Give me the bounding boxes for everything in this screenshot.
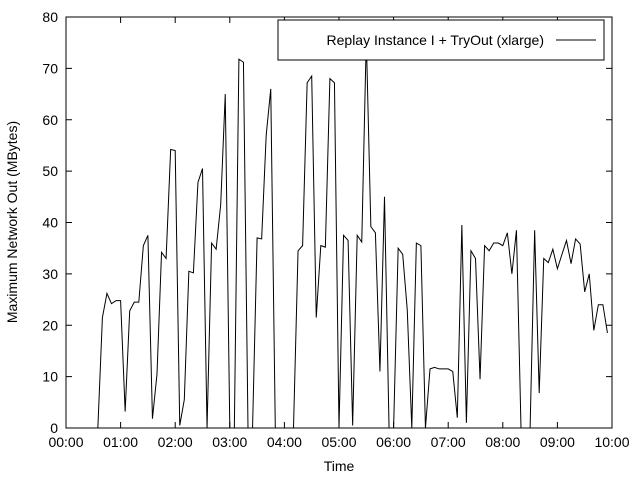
y-tick-label: 60 [42,112,58,128]
y-tick-label: 80 [42,9,58,25]
y-tick-label: 30 [42,266,58,282]
y-tick-label: 0 [50,420,58,436]
x-tick-label: 01:00 [103,434,138,450]
plot-frame [65,16,613,429]
y-tick-label: 70 [42,60,58,76]
x-tick-label: 04:00 [267,434,302,450]
x-tick-label: 09:00 [540,434,575,450]
legend-box [277,19,605,61]
y-tick-label: 50 [42,163,58,179]
y-axis: 0 10 20 30 40 50 60 70 80 [42,9,612,436]
x-axis-title: Time [324,458,355,474]
x-axis: 00:00 01:00 02:00 03:00 04:00 05:00 06:00 07:00… [48,17,630,450]
legend-label: Replay Instance I + TryOut (xlarge) [327,32,544,48]
x-tick-label: 05:00 [321,434,356,450]
x-tick-label: 08:00 [485,434,520,450]
x-tick-label: 03:00 [212,434,247,450]
series-line [97,37,608,429]
legend: Replay Instance I + TryOut (xlarge) [277,19,605,61]
y-tick-label: 10 [42,369,58,385]
x-tick-label: 00:00 [48,434,83,450]
x-tick-label: 10:00 [594,434,629,450]
x-tick-label: 07:00 [431,434,466,450]
y-axis-title: Maximum Network Out (MBytes) [4,121,20,323]
y-tick-label: 20 [42,317,58,333]
x-tick-label: 02:00 [158,434,193,450]
x-tick-label: 06:00 [376,434,411,450]
y-tick-label: 40 [42,215,58,231]
